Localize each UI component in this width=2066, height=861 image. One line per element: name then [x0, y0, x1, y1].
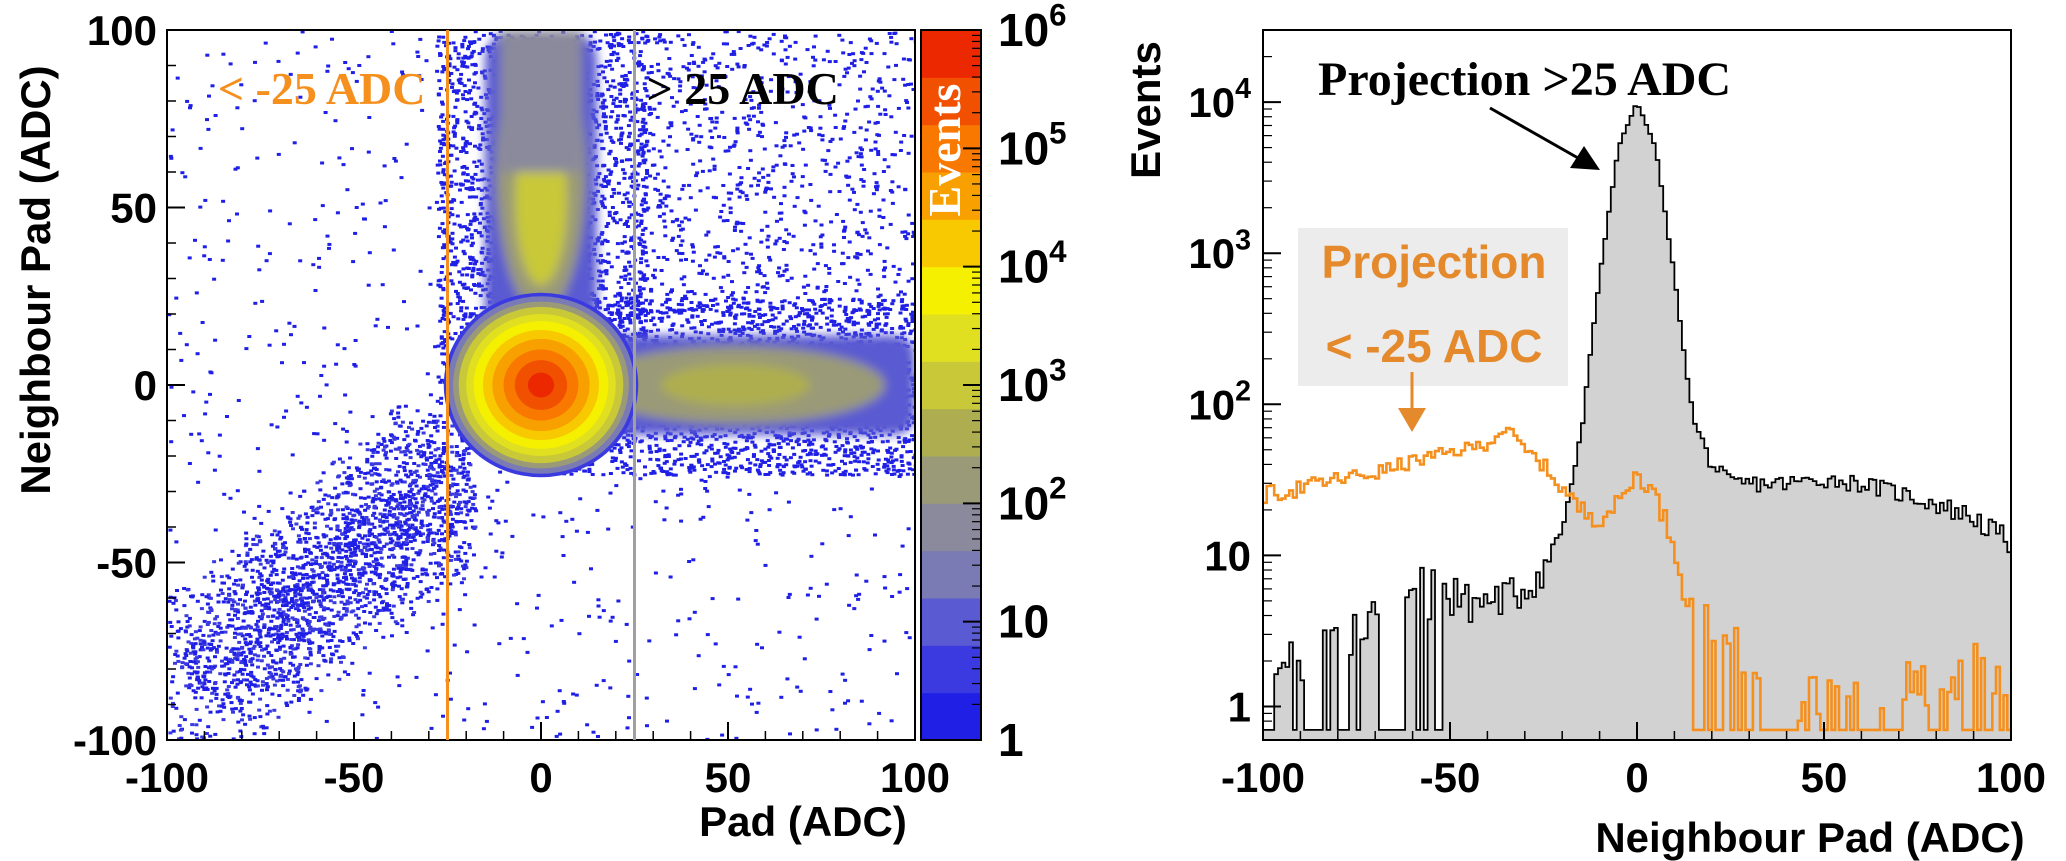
y-tick-label: 50	[110, 185, 157, 232]
series-line	[1263, 105, 2011, 731]
x-tick-label: -50	[324, 754, 385, 801]
core-peak	[443, 292, 639, 478]
x-tick-label: -50	[1420, 754, 1481, 801]
x-tick-label: 0	[1625, 754, 1648, 801]
annotation-projection-low-line2: < -25 ADC	[1326, 320, 1543, 372]
colorbar-swatch	[921, 266, 981, 315]
colorbar-swatch	[921, 314, 981, 362]
colorbar-tick-label: 1	[998, 714, 1024, 766]
projection-panel: -100 -50 0 50 100 1 10 102 103 104 Neighbour Pad …	[1122, 29, 2046, 861]
colorbar-tick-label: 102	[998, 471, 1067, 530]
annotation-projection-high: Projection >25 ADC	[1318, 53, 1731, 106]
cut-lines: < -25 ADC > 25 ADC	[218, 30, 839, 740]
y-tick-label: 104	[1188, 73, 1251, 126]
colorbar-title: Events	[919, 84, 970, 217]
cut-label-0: < -25 ADC	[218, 63, 426, 114]
colorbar-swatch	[921, 219, 981, 268]
cut-label-1: > 25 ADC	[647, 63, 839, 114]
colorbar-swatch	[921, 77, 981, 126]
colorbar-swatch	[921, 408, 981, 457]
colorbar-swatch	[921, 692, 981, 741]
colorbar-tick-label: 104	[998, 234, 1067, 293]
colorbar-swatch	[921, 456, 981, 504]
colorbar-swatch	[921, 172, 981, 220]
heatmap-plot-area	[167, 30, 915, 740]
series-line	[1263, 426, 2011, 732]
y-tick-label: 103	[1188, 224, 1251, 277]
density-blobs	[484, 30, 915, 435]
x-tick-label: 0	[529, 754, 552, 801]
heatmap-axes: -100-100 -50 -50 0 0 50 50 100 100	[73, 7, 950, 801]
series-fill	[1263, 106, 2011, 740]
colorbar-tick-label: 10	[998, 596, 1049, 648]
projection-ylabel: Events	[1122, 41, 1169, 179]
annotation-arrowhead-high	[1570, 146, 1600, 170]
x-tick-label: -100	[1221, 754, 1305, 801]
x-tick-label: 50	[705, 754, 752, 801]
heatmap-xlabel: Pad (ADC)	[699, 798, 907, 845]
x-tick-label: 100	[1976, 754, 2046, 801]
vertical-band-top	[499, 30, 583, 172]
colorbar-swatch	[921, 30, 981, 78]
core-ring-10	[527, 372, 555, 398]
colorbar-tick-label: 103	[998, 352, 1067, 411]
projection-xlabel: Neighbour Pad (ADC)	[1595, 814, 2024, 861]
annotation-arrowhead-low	[1398, 408, 1426, 432]
heatmap-ylabel: Neighbour Pad (ADC)	[12, 65, 59, 494]
y-tick-label: 102	[1188, 375, 1251, 428]
colorbar	[921, 30, 981, 741]
colorbar-swatch	[921, 550, 981, 599]
series-0	[1263, 105, 2011, 740]
annotation-box-low	[1298, 228, 1568, 386]
annotation-projection-low-line1: Projection	[1322, 236, 1547, 288]
projection-axes: -100 -50 0 50 100 1 10 102 103 104	[1188, 29, 2046, 801]
x-tick-label: 100	[880, 754, 950, 801]
x-tick-label: 50	[1801, 754, 1848, 801]
y-tick-label: -50	[96, 540, 157, 587]
colorbar-tick-label: 105	[998, 116, 1067, 175]
heatmap-panel: < -25 ADC > 25 ADC -100-100 -50 -50 0 0 50 50 10…	[12, 0, 1067, 845]
colorbar-swatch	[921, 503, 981, 552]
colorbar-tick-label: 106	[998, 0, 1067, 56]
y-tick-label: 0	[134, 362, 157, 409]
projection-plot-area	[1263, 105, 2011, 740]
y-tick-label: 1	[1228, 683, 1251, 730]
colorbar-ticks: 1 10 102 103 104 105 106	[963, 0, 1067, 766]
y-tick-label: -100	[73, 717, 157, 764]
y-tick-label: 10	[1204, 532, 1251, 579]
horizontal-band-core	[660, 363, 811, 407]
x-tick-label: -100	[125, 754, 209, 801]
y-tick-label: 100	[87, 7, 157, 54]
colorbar-swatch	[921, 645, 981, 694]
series-1	[1263, 426, 2011, 732]
annotation-arrow-high	[1489, 106, 1579, 160]
